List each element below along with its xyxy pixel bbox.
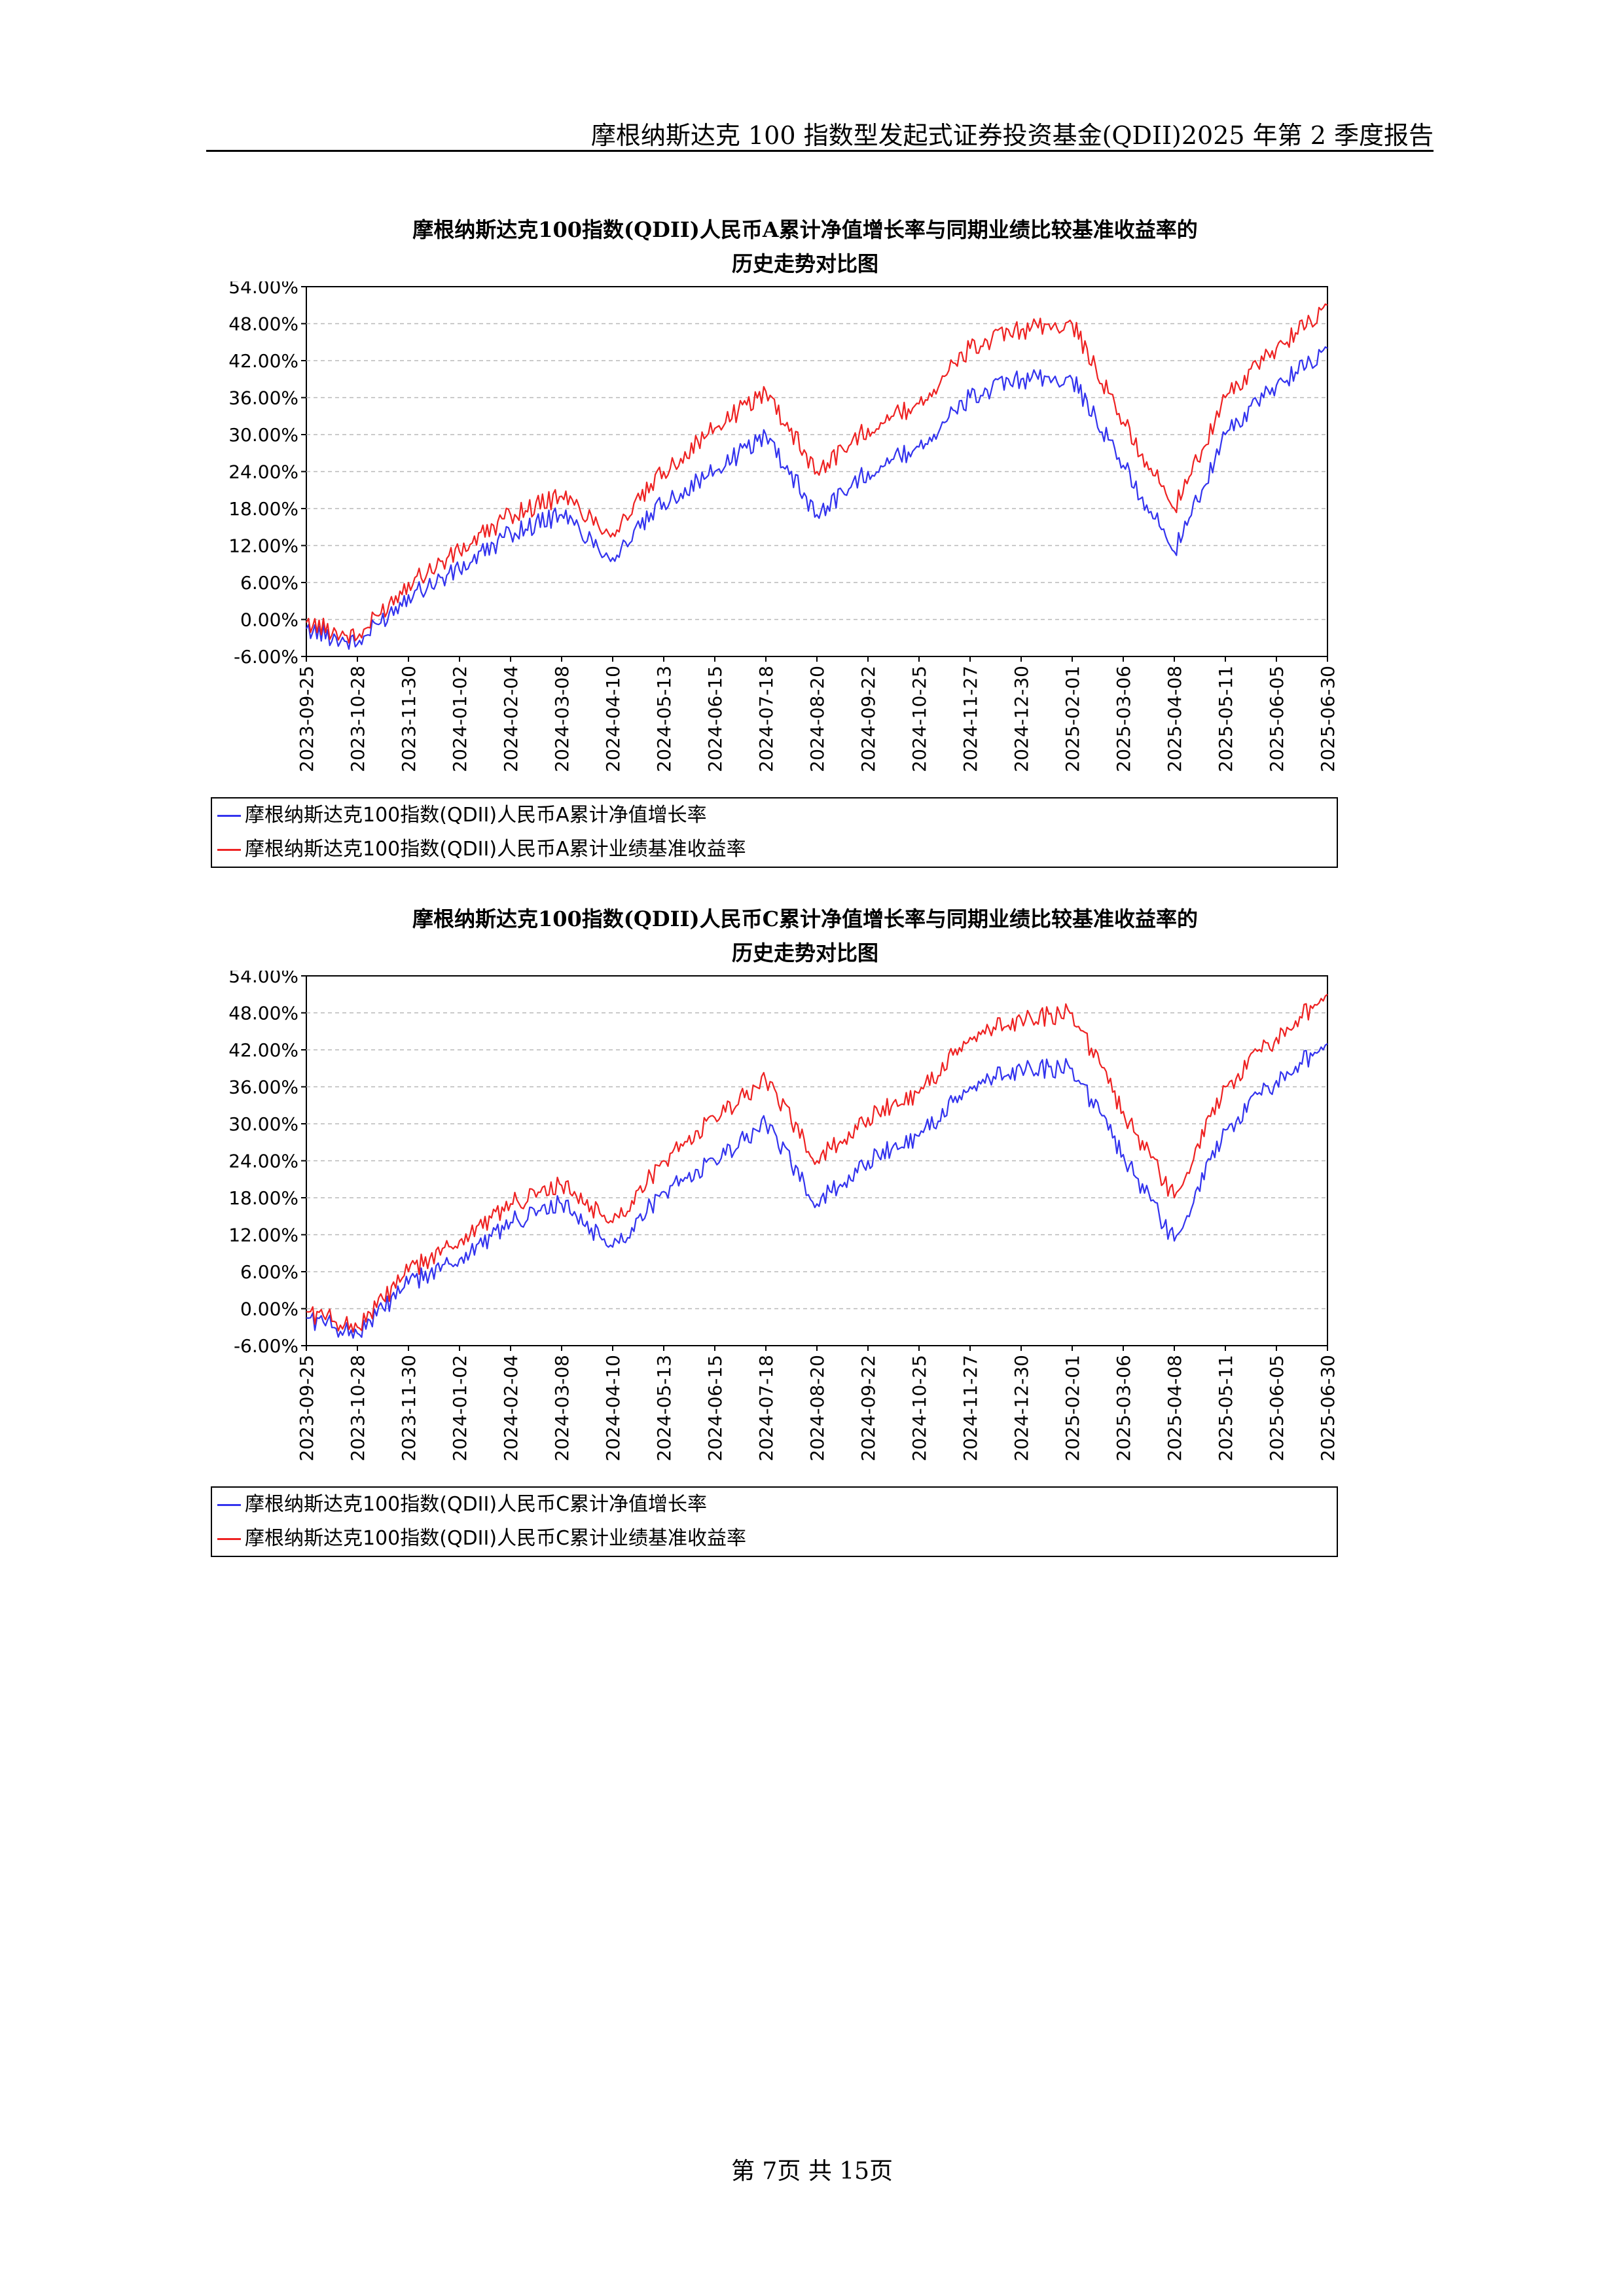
x-tick-label: 2025-06-30: [1317, 1355, 1339, 1462]
y-tick-label: 42.00%: [228, 1039, 298, 1061]
x-tick-label: 2024-04-10: [602, 666, 624, 772]
x-tick-label: 2024-07-18: [755, 666, 777, 772]
y-tick-label: 30.00%: [228, 1113, 298, 1135]
y-tick-label: 42.00%: [228, 350, 298, 372]
y-tick-label: 0.00%: [240, 1299, 298, 1320]
legend-item-nav: 摩根纳斯达克100指数(QDII)人民币C累计净值增长率: [212, 1488, 1337, 1522]
legend-swatch-red: [217, 1538, 241, 1540]
x-tick-label: 2025-04-08: [1164, 1355, 1185, 1462]
y-tick-label: 30.00%: [228, 424, 298, 446]
chart-title-line2: 历史走势对比图: [731, 941, 878, 965]
x-tick-label: 2025-03-06: [1113, 666, 1134, 772]
y-tick-label: 24.00%: [228, 461, 298, 483]
x-tick-label: 2025-06-30: [1317, 666, 1339, 772]
y-tick-label: 48.00%: [228, 1003, 298, 1024]
x-tick-label: 2024-09-22: [857, 666, 879, 772]
y-tick-label: 54.00%: [228, 281, 298, 298]
y-tick-label: 18.00%: [228, 1187, 298, 1209]
legend-label: 摩根纳斯达克100指数(QDII)人民币A累计净值增长率: [245, 804, 707, 827]
legend-label: 摩根纳斯达克100指数(QDII)人民币A累计业绩基准收益率: [245, 838, 746, 861]
legend-swatch-blue: [217, 1504, 241, 1506]
legend-swatch-red: [217, 849, 241, 851]
y-tick-label: 6.00%: [240, 572, 298, 594]
x-tick-label: 2025-05-11: [1215, 1355, 1236, 1462]
x-tick-label: 2025-04-08: [1164, 666, 1185, 772]
x-tick-label: 2024-07-18: [755, 1355, 777, 1462]
legend-item-benchmark: 摩根纳斯达克100指数(QDII)人民币A累计业绩基准收益率: [212, 833, 1337, 867]
x-tick-label: 2024-01-02: [449, 1355, 471, 1462]
x-tick-label: 2023-09-25: [296, 1355, 317, 1462]
x-tick-label: 2023-11-30: [398, 1355, 420, 1462]
x-tick-label: 2024-08-20: [806, 1355, 828, 1462]
x-tick-label: 2025-03-06: [1113, 1355, 1134, 1462]
y-tick-label: 18.00%: [228, 498, 298, 520]
x-tick-label: 2024-05-13: [653, 1355, 675, 1462]
x-tick-label: 2025-06-05: [1266, 666, 1288, 772]
page-footer: 第 7页 共 15页: [731, 2158, 893, 2185]
x-tick-label: 2024-03-08: [551, 666, 573, 772]
chart-legend: 摩根纳斯达克100指数(QDII)人民币C累计净值增长率 摩根纳斯达克100指数…: [211, 1486, 1338, 1557]
x-tick-label: 2024-01-02: [449, 666, 471, 772]
x-tick-label: 2024-05-13: [653, 666, 675, 772]
chart-class-a: 摩根纳斯达克100指数(QDII)人民币A累计净值增长率与同期业绩比较基准收益率…: [196, 213, 1414, 874]
x-tick-label: 2024-11-27: [960, 1355, 981, 1462]
legend-item-benchmark: 摩根纳斯达克100指数(QDII)人民币C累计业绩基准收益率: [212, 1522, 1337, 1556]
y-tick-label: 6.00%: [240, 1261, 298, 1283]
header-rule: [206, 150, 1434, 152]
x-tick-label: 2025-06-05: [1266, 1355, 1288, 1462]
x-tick-label: 2024-09-22: [857, 1355, 879, 1462]
y-tick-label: 12.00%: [228, 535, 298, 557]
y-tick-label: -6.00%: [234, 646, 298, 668]
x-tick-label: 2024-04-10: [602, 1355, 624, 1462]
y-tick-label: 0.00%: [240, 609, 298, 631]
legend-label: 摩根纳斯达克100指数(QDII)人民币C累计净值增长率: [245, 1493, 708, 1516]
x-tick-label: 2024-10-25: [909, 1355, 930, 1462]
y-tick-label: 54.00%: [228, 971, 298, 987]
x-tick-label: 2024-02-04: [500, 666, 522, 772]
y-tick-label: 36.00%: [228, 1077, 298, 1098]
line-chart-svg: 54.00% 48.00% 42.00% 36.00% 30.00% 24.00% 18.0…: [228, 971, 1339, 1462]
x-tick-label: 2023-10-28: [347, 1355, 369, 1462]
x-tick-label: 2024-12-30: [1011, 1355, 1032, 1462]
x-tick-label: 2024-03-08: [551, 1355, 573, 1462]
y-tick-label: 24.00%: [228, 1151, 298, 1172]
chart-legend: 摩根纳斯达克100指数(QDII)人民币A累计净值增长率 摩根纳斯达克100指数…: [211, 797, 1338, 868]
y-tick-label: 36.00%: [228, 387, 298, 409]
y-tick-label: -6.00%: [234, 1335, 298, 1357]
chart-title-line2: 历史走势对比图: [731, 251, 878, 276]
x-tick-label: 2024-08-20: [806, 666, 828, 772]
chart-title-line1: 摩根纳斯达克100指数(QDII)人民币A累计净值增长率与同期业绩比较基准收益率…: [412, 217, 1198, 242]
legend-label: 摩根纳斯达克100指数(QDII)人民币C累计业绩基准收益率: [245, 1527, 747, 1550]
x-tick-label: 2024-11-27: [960, 666, 981, 772]
x-tick-label: 2023-11-30: [398, 666, 420, 772]
line-chart-svg: 54.00% 48.00% 42.00% 36.00% 30.00% 24.00% 18.0…: [228, 281, 1339, 772]
chart-class-c: 摩根纳斯达克100指数(QDII)人民币C累计净值增长率与同期业绩比较基准收益率…: [196, 902, 1414, 1563]
x-tick-label: 2024-10-25: [909, 666, 930, 772]
x-tick-label: 2025-05-11: [1215, 666, 1236, 772]
y-tick-label: 12.00%: [228, 1225, 298, 1246]
chart-title-line1: 摩根纳斯达克100指数(QDII)人民币C累计净值增长率与同期业绩比较基准收益率…: [412, 906, 1199, 931]
x-tick-label: 2023-10-28: [347, 666, 369, 772]
x-tick-label: 2024-12-30: [1011, 666, 1032, 772]
x-tick-label: 2024-06-15: [704, 1355, 726, 1462]
x-tick-label: 2023-09-25: [296, 666, 317, 772]
x-tick-label: 2025-02-01: [1062, 666, 1083, 772]
x-tick-label: 2024-06-15: [704, 666, 726, 772]
page-header: 摩根纳斯达克 100 指数型发起式证券投资基金(QDII)2025 年第 2 季…: [206, 111, 1434, 152]
legend-item-nav: 摩根纳斯达克100指数(QDII)人民币A累计净值增长率: [212, 798, 1337, 833]
report-title: 摩根纳斯达克 100 指数型发起式证券投资基金(QDII)2025 年第 2 季…: [590, 121, 1434, 150]
x-tick-label: 2024-02-04: [500, 1355, 522, 1462]
legend-swatch-blue: [217, 815, 241, 817]
y-tick-label: 48.00%: [228, 314, 298, 335]
x-tick-label: 2025-02-01: [1062, 1355, 1083, 1462]
